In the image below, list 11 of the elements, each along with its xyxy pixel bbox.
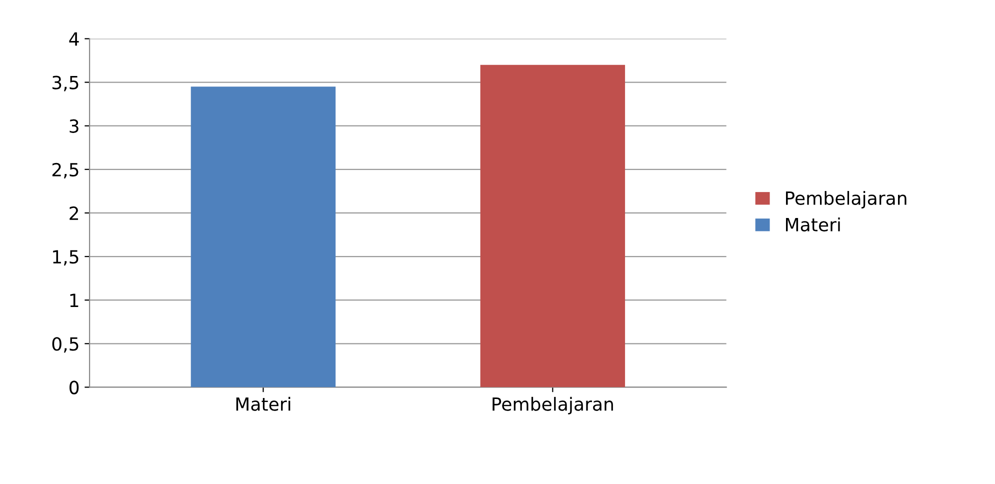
- legend-label: Materi: [786, 217, 840, 232]
- y-tick-label: 1,5: [53, 250, 78, 266]
- y-tick-label: 0: [70, 380, 79, 394]
- y-tick-label: 1: [70, 294, 78, 307]
- y-tick-label: 2: [70, 206, 78, 220]
- y-tick-label: 2,5: [52, 162, 78, 178]
- legend-label: Pembelajaran: [786, 190, 906, 208]
- y-tick-label: 3,5: [52, 76, 78, 92]
- y-tick-label: 4: [69, 32, 79, 46]
- y-tick-label: 0,5: [52, 337, 78, 353]
- y-tick-label: 3: [70, 119, 78, 133]
